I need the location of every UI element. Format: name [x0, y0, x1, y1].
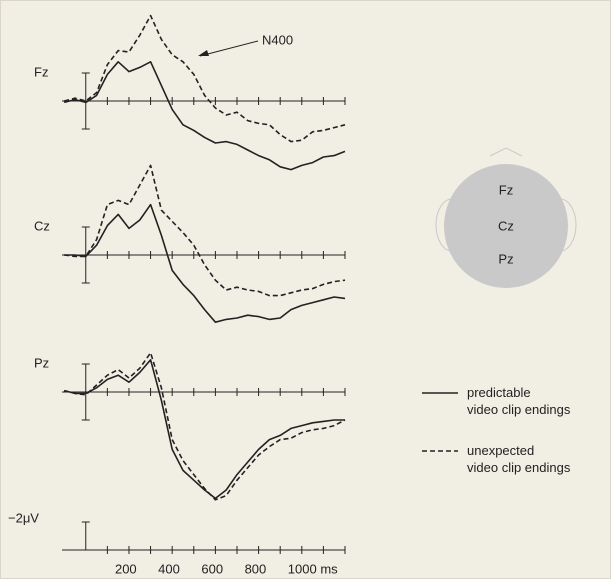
head-label: Fz: [499, 182, 513, 197]
x-tick-label: 600: [201, 561, 223, 576]
head-label: Cz: [498, 218, 514, 233]
annotation: N400: [262, 32, 293, 47]
legend-label: unexpected video clip endings: [467, 442, 570, 476]
head-label: Pz: [498, 251, 513, 266]
legend-label: predictable video clip endings: [467, 384, 570, 418]
panel-label: Pz: [34, 355, 49, 370]
x-tick-label: 800: [245, 561, 267, 576]
panel-label: Fz: [34, 64, 48, 79]
chart: N400 Fz Cz Pz −2μV 200 400 600 800 1000 ms Fz Cz Pz: [0, 0, 611, 579]
y-tick-label: −2μV: [8, 510, 39, 525]
x-tick-label: 400: [158, 561, 180, 576]
x-tick-label: 1000 ms: [288, 561, 338, 576]
panel-label: Cz: [34, 218, 50, 233]
figure: N400 Fz Cz Pz −2μV 200 400 600 800 1000 ms Fz Cz Pz…: [0, 0, 611, 579]
x-tick-label: 200: [115, 561, 137, 576]
